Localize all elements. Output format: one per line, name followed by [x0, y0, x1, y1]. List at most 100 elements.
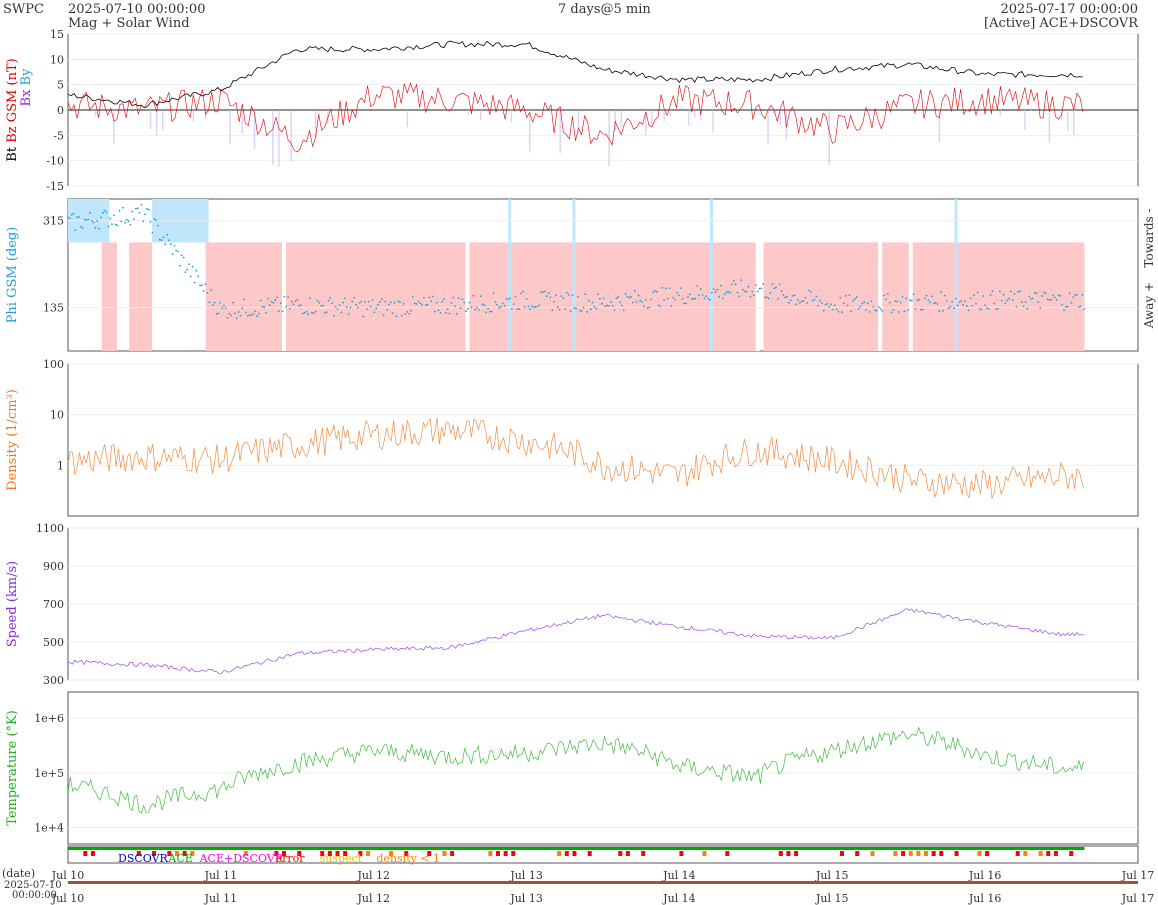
phi-point — [503, 304, 506, 307]
status-flag — [335, 851, 340, 856]
status-flag — [725, 851, 730, 856]
phi-point — [135, 207, 137, 210]
phi-point — [155, 219, 157, 222]
phi-point — [384, 300, 387, 303]
phi-point — [523, 306, 526, 308]
phi-point — [558, 308, 561, 311]
phi-point — [676, 291, 678, 294]
phi-point — [960, 300, 963, 302]
phi-point — [582, 306, 585, 309]
status-flag — [83, 851, 88, 856]
phi-point — [815, 295, 818, 298]
xaxis-label: Jul 13 — [509, 869, 543, 882]
phi-point — [1037, 301, 1040, 303]
phi-point — [70, 213, 73, 216]
phi-point — [456, 313, 458, 315]
phi-point — [303, 312, 306, 314]
phi-point — [1002, 293, 1005, 296]
phi-point — [705, 295, 708, 298]
speed-ytick-label: 500 — [43, 636, 64, 649]
source-label: [Active] ACE+DSCOVR — [984, 16, 1138, 31]
phi-point — [630, 295, 632, 298]
phi-point — [762, 283, 765, 285]
xaxis-label: Jul 15 — [815, 869, 849, 882]
phi-point — [740, 279, 743, 282]
phi-point — [597, 293, 599, 296]
phi-point — [760, 287, 763, 290]
phi-point — [903, 310, 906, 313]
status-flag — [985, 851, 990, 856]
phi-point — [679, 287, 682, 289]
status-flag — [557, 851, 562, 856]
phi-point — [1009, 290, 1012, 293]
phi-point — [146, 208, 148, 210]
phi-point — [445, 311, 447, 314]
phi-point — [366, 308, 368, 310]
phi-point — [688, 293, 691, 296]
phi-point — [793, 294, 796, 297]
phi-point — [573, 307, 576, 309]
phi-point — [734, 283, 737, 286]
phi-point — [1076, 294, 1078, 296]
phi-point — [468, 301, 471, 304]
phi-point — [301, 312, 304, 315]
xaxis-label-bottom: Jul 10 — [51, 892, 85, 905]
phi-point — [206, 292, 209, 294]
mag-ylabel: Bt Bz GSM (nT) — [5, 58, 20, 161]
phi-point — [846, 304, 849, 307]
phi-point — [182, 256, 185, 259]
status-flag — [954, 851, 959, 856]
phi-point — [533, 306, 535, 309]
phi-point — [940, 291, 942, 294]
phi-point — [749, 295, 752, 298]
status-flag — [274, 851, 279, 856]
phi-point — [962, 303, 964, 306]
phi-point — [832, 308, 834, 311]
phi-point — [732, 280, 735, 282]
mag-series-bz-gsm — [67, 82, 1084, 153]
phi-point — [109, 217, 112, 220]
phi-point — [309, 297, 311, 300]
status-flag — [794, 851, 799, 856]
phi-point — [888, 301, 891, 304]
phi-point — [527, 305, 530, 308]
phi-point — [186, 268, 189, 271]
xaxis-label-bottom: Jul 11 — [204, 892, 238, 905]
phi-point — [72, 212, 75, 215]
phi-point — [604, 305, 607, 308]
status-flag — [343, 851, 348, 856]
phi-point — [113, 214, 115, 217]
status-flag — [901, 851, 906, 856]
phi-point — [237, 311, 240, 313]
temperature-series-line — [67, 726, 1085, 814]
status-flag — [893, 851, 898, 856]
phi-point — [333, 315, 335, 317]
phi-point — [797, 299, 799, 301]
phi-point — [540, 291, 543, 294]
temperature-ytick-label: 1e+5 — [34, 767, 64, 780]
phi-point — [68, 217, 71, 220]
phi-point — [430, 300, 433, 303]
phi-point — [184, 271, 187, 274]
phi-point — [661, 286, 664, 289]
status-flag — [908, 851, 913, 856]
speed-ylabel: Speed (km/s) — [5, 561, 20, 647]
phi-towards-band — [710, 199, 713, 351]
phi-point — [329, 297, 332, 299]
phi-point — [551, 309, 554, 312]
xaxis-label: Jul 14 — [662, 869, 696, 882]
phi-point — [764, 296, 766, 299]
phi-point — [775, 286, 777, 289]
phi-point — [1077, 306, 1080, 308]
phi-point — [371, 299, 374, 301]
phi-point — [173, 245, 176, 247]
phi-point — [635, 301, 638, 303]
phi-point — [127, 220, 130, 223]
phi-point — [639, 299, 642, 302]
temperature-ytick-label: 1e+4 — [34, 822, 64, 835]
phi-point — [916, 299, 919, 302]
phi-point — [322, 304, 324, 307]
status-flag — [182, 851, 187, 856]
phi-point — [411, 296, 414, 298]
phi-point — [435, 301, 438, 304]
